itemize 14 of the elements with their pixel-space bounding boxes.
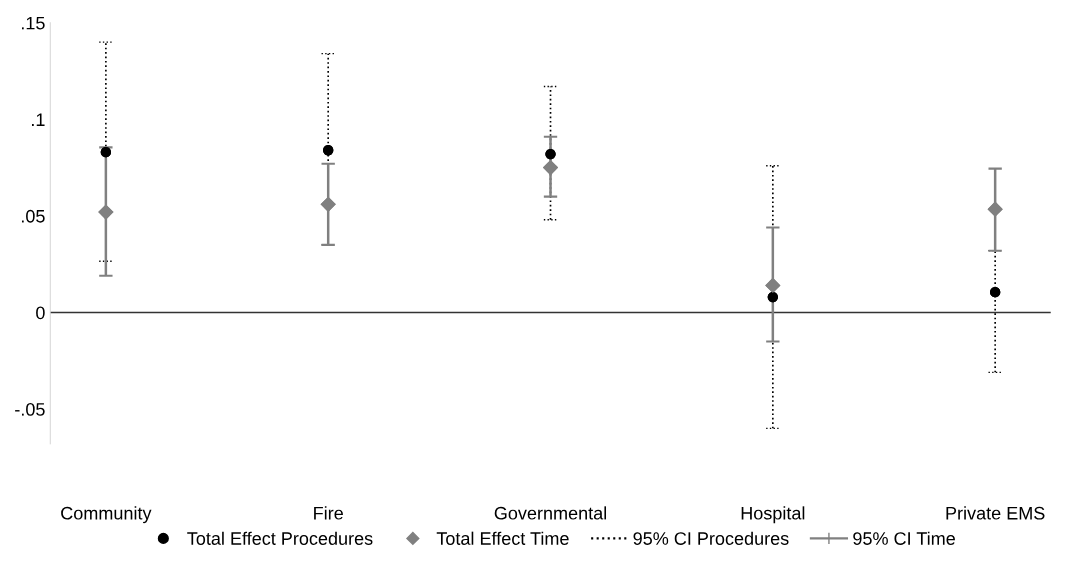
x-tick-label: Community	[61, 506, 152, 524]
legend-label: Total Effect Time	[436, 531, 569, 545]
legend-label: Total Effect Procedures	[187, 531, 373, 545]
legend-label: 95% CI Time	[853, 531, 955, 545]
x-tick-label: Private EMS	[946, 506, 1045, 520]
y-tick-label: .05	[21, 209, 45, 223]
x-tick-label: Hospital	[741, 506, 805, 524]
x-tick-label: Governmental	[494, 506, 607, 520]
x-tick-label: Fire	[314, 506, 343, 520]
legend-label: 95% CI Procedures	[633, 531, 789, 545]
y-tick-label: -.05	[15, 402, 45, 416]
y-tick-label: .1	[32, 113, 45, 126]
y-tick-label: 0	[36, 306, 45, 320]
y-tick-label: .15	[21, 16, 45, 30]
